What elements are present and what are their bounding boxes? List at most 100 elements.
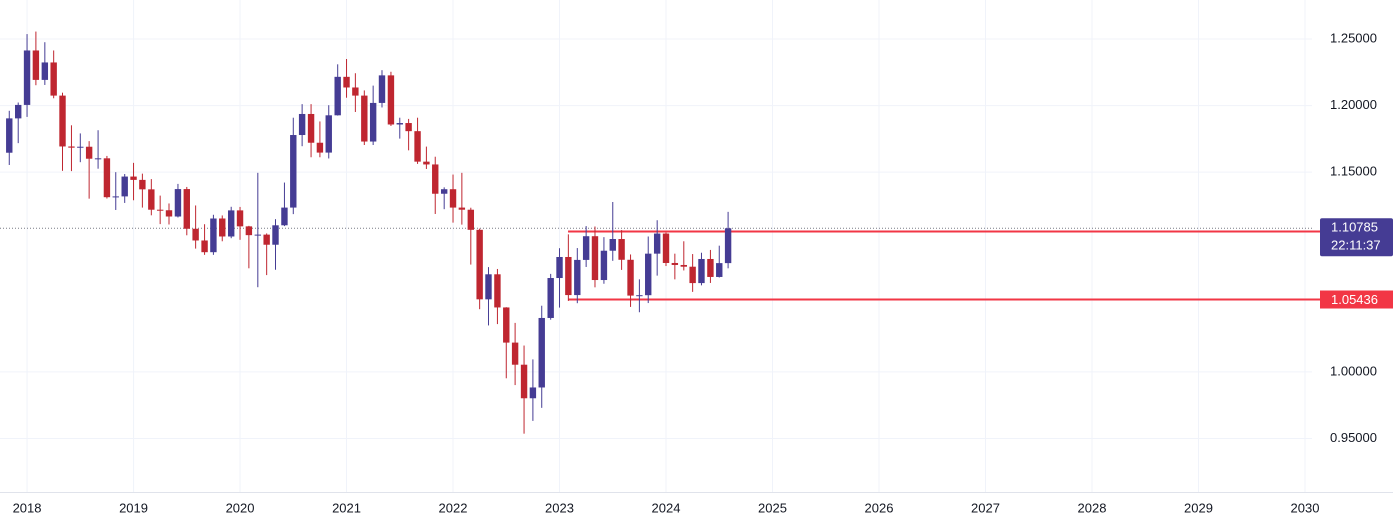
x-tick-label: 2025 (758, 500, 787, 515)
candle-body (645, 253, 652, 296)
candle-body (458, 207, 466, 210)
x-tick-label: 2020 (226, 500, 255, 515)
candle-body (236, 210, 244, 227)
candle-body (485, 274, 492, 300)
candle-body (112, 196, 119, 198)
candle-body (405, 123, 412, 132)
candle-body (281, 207, 288, 226)
last-price-box (1320, 218, 1393, 257)
candle-body (201, 240, 208, 253)
candle-body (494, 274, 501, 308)
candle-body (227, 210, 235, 237)
candle-body (192, 228, 199, 241)
candle-body (94, 158, 102, 160)
candle-body (609, 239, 616, 251)
x-tick-label: 2030 (1291, 500, 1320, 515)
price-label: 1.05436 (1331, 292, 1378, 307)
candle-body (414, 131, 421, 162)
candle-body (59, 95, 66, 147)
candle-body (707, 258, 714, 277)
candle-body (396, 123, 403, 125)
candle-body (6, 118, 13, 153)
candle-body (68, 146, 75, 148)
candle-body (662, 233, 670, 263)
candle-body (210, 218, 217, 253)
candle-body (671, 262, 679, 265)
candle-body (467, 209, 475, 230)
candle-body (636, 295, 643, 297)
y-tick-label: 1.15000 (1330, 164, 1377, 179)
candle-body (183, 189, 190, 229)
candle-body (325, 115, 332, 153)
candle-body (50, 62, 57, 96)
x-tick-label: 2028 (1078, 500, 1107, 515)
candle-body (591, 236, 599, 281)
candle-body (23, 50, 31, 105)
candle-body (272, 225, 279, 245)
candle-body (627, 259, 634, 296)
candle-body (290, 135, 297, 208)
candle-body (511, 342, 519, 365)
candle-body (148, 189, 155, 210)
candle-body (361, 95, 368, 142)
candle-body (538, 317, 545, 388)
x-tick-label: 2024 (652, 500, 681, 515)
price-label-box (1320, 290, 1393, 309)
candle-body (680, 264, 687, 267)
candle-body (556, 256, 563, 279)
candle-body (139, 179, 146, 190)
candle-body (156, 209, 164, 211)
candle-body (298, 113, 306, 136)
candle-body (582, 236, 590, 260)
candle-body (387, 75, 395, 125)
candle-body (618, 239, 625, 260)
x-tick-label: 2029 (1184, 500, 1213, 515)
candle-body (503, 307, 510, 343)
candle-body (440, 189, 448, 194)
candle-body (121, 176, 128, 197)
candle-body (600, 250, 608, 281)
y-tick-label: 1.00000 (1330, 363, 1377, 378)
candle-body (254, 234, 262, 236)
candle-body (316, 142, 324, 153)
candle-body (378, 75, 386, 103)
candle-body (476, 229, 483, 300)
candle-body (130, 176, 137, 180)
x-tick-label: 2027 (971, 500, 1000, 515)
candle-body (85, 146, 93, 159)
candle-body (307, 113, 315, 143)
candle-body (653, 233, 661, 254)
x-tick-label: 2026 (865, 500, 894, 515)
y-tick-label: 1.20000 (1330, 97, 1377, 112)
candle-body (219, 218, 226, 237)
x-tick-label: 2022 (439, 500, 468, 515)
countdown-label: 22:11:37 (1331, 238, 1381, 253)
candle-body (689, 266, 696, 284)
candle-body (547, 278, 554, 318)
candle-body (174, 189, 182, 217)
candle-body (245, 226, 253, 236)
candle-body (529, 387, 537, 399)
x-tick-label: 2021 (332, 500, 361, 515)
candle-body (77, 146, 84, 148)
candle-body (423, 161, 430, 165)
candle-body (698, 258, 705, 284)
x-tick-label: 2023 (545, 500, 574, 515)
candle-body (520, 364, 528, 399)
candle-body (352, 87, 359, 96)
candle-body (32, 50, 40, 80)
candle-body (15, 104, 22, 119)
candle-body (369, 102, 377, 142)
candle-body (334, 76, 341, 116)
candle-body (343, 76, 350, 88)
last-price-label: 1.10785 (1331, 220, 1378, 235)
y-tick-label: 1.25000 (1330, 30, 1377, 45)
candle-body (41, 62, 49, 80)
candle-body (103, 158, 111, 198)
x-tick-label: 2018 (13, 500, 42, 515)
candle-body (565, 256, 572, 296)
y-tick-label: 0.95000 (1330, 430, 1377, 445)
